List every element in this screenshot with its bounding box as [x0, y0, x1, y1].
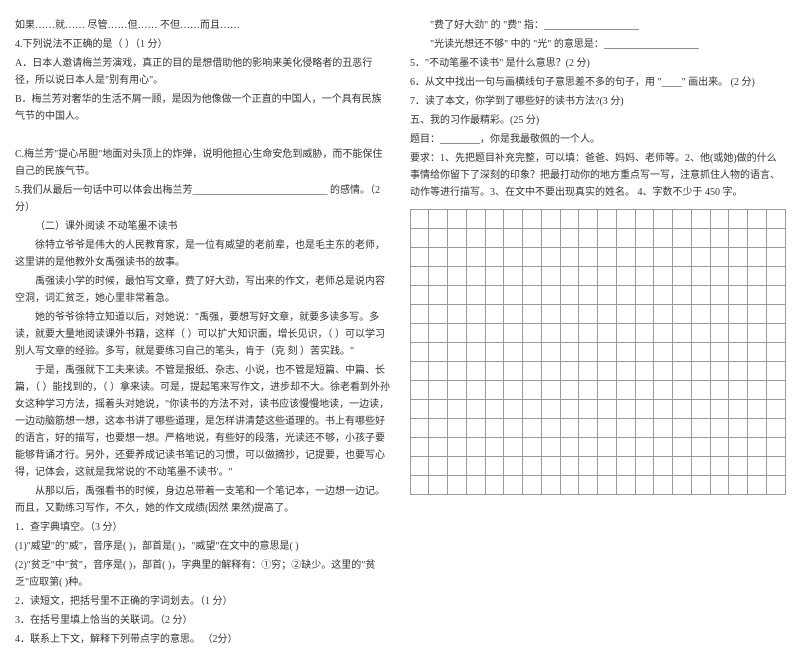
question-4b: 4．联系上下文，解释下列带点字的意思。 （2分） [15, 631, 390, 648]
question-5: 5.我们从最后一句话中可以体会出梅兰芳_____________________… [15, 182, 390, 216]
question-6r: 6．从文中找出一句与画横线句子意思差不多的句子，用 "____" 画出来。 (2… [410, 74, 785, 91]
question-1b: (2)"贫乏"中"贫"，音序是( )，部首( )，字典里的解释有：①穷；②缺少。… [15, 557, 390, 591]
question-3: 3．在括号里填上恰当的关联词。（2 分） [15, 612, 390, 629]
option-b: B．梅兰芳对奢华的生活不屑一顾，是因为他像做一个正直的中国人，一个具有民族气节的… [15, 91, 390, 125]
option-a: A．日本人邀请梅兰芳演戏，真正的目的是想借助他的影响来美化侵略者的丑恶行径，所以… [15, 55, 390, 89]
writing-grid [410, 209, 785, 494]
right-column: "费了好大劲" 的 "费" 指：___________________ "光读光… [410, 15, 785, 650]
question-4: 4.下列说法不正确的是（ ）（1 分） [15, 36, 390, 53]
left-column: 如果……就…… 尽管……但…… 不但……而且…… 4.下列说法不正确的是（ ）（… [15, 15, 390, 650]
option-c: C.梅兰芳"提心吊胆"地面对头顶上的炸弹，说明他担心生命安危到威胁，而不能保住自… [15, 146, 390, 180]
question-1: 1．查字典填空。（3 分） [15, 519, 390, 536]
paragraph: 徐特立爷爷是伟大的人民教育家，是一位有威望的老前辈，也是毛主东的老师，这里讲的是… [15, 237, 390, 271]
paragraph: 她的爷爷徐特立知道以后，对她说："禹强，要想写好文章，就要多读多写。多读，就要大… [15, 309, 390, 360]
paragraph: 于是，禹强就下工夫来读。不管是报纸、杂志、小说，也不管是短篇、中篇、长篇，（ ）… [15, 362, 390, 481]
paragraph: 从那以后，禹强看书的时候，身边总带着一支笔和一个笔记本，一边想一边记。而且，又勤… [15, 483, 390, 517]
section-title: （二）课外阅读 不动笔墨不读书 [15, 218, 390, 235]
text-line: "光读光想还不够" 中的 "光" 的意思是：__________________… [410, 36, 785, 53]
question-2: 2．读短文，把括号里不正确的字词划去。（1 分） [15, 593, 390, 610]
paragraph: 禹强读小学的时候，最怕写文章，费了好大劲，写出来的作文，老师总是说内容空洞，词汇… [15, 273, 390, 307]
question-9r: 题目：________，你是我最敬佩的一个人。 [410, 131, 785, 148]
question-8r: 五、我的习作最精彩。(25 分) [410, 112, 785, 129]
question-10r: 要求：1、先把题目补充完整，可以填：爸爸、妈妈、老师等。2、他(或她)做的什么事… [410, 150, 785, 201]
question-7r: 7．读了本文，你学到了哪些好的读书方法?(3 分) [410, 93, 785, 110]
question-5r: 5．"不动笔墨不读书" 是什么意思？(2 分) [410, 55, 785, 72]
text-line: "费了好大劲" 的 "费" 指：___________________ [410, 17, 785, 34]
text-line: 如果……就…… 尽管……但…… 不但……而且…… [15, 17, 390, 34]
question-1a: (1)"威望"的"威"，音序是( )，部首是( )，"威望"在文中的意思是( ) [15, 538, 390, 555]
